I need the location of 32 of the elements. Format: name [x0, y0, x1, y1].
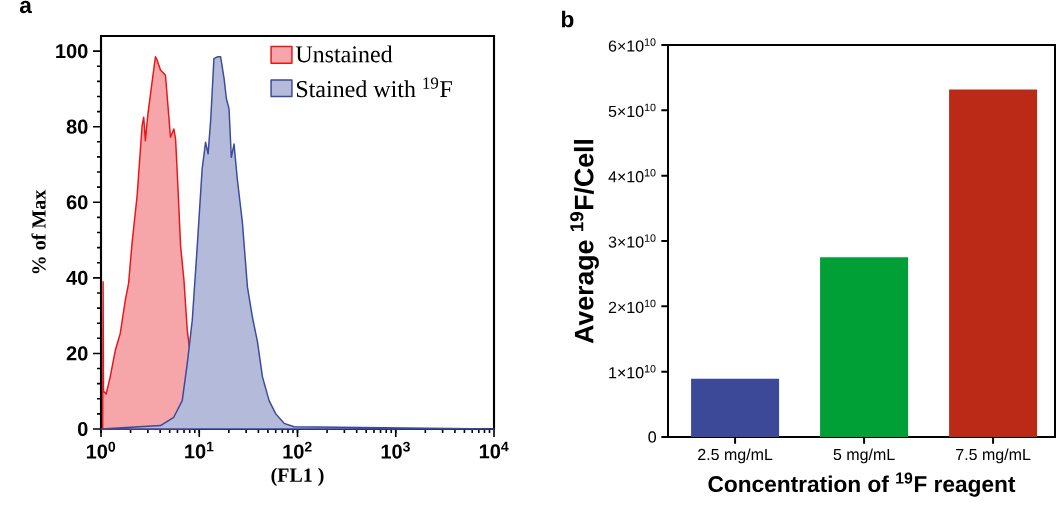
y-tick-label: 0 [77, 421, 88, 437]
y-tick-label: 80 [66, 119, 88, 134]
y-tick-label: 4×10$^{10}$ [608, 168, 656, 183]
bar [691, 378, 780, 437]
y-tick-label: 100 [56, 44, 88, 59]
y-tick-label: 40 [66, 270, 88, 285]
y-axis-title: % of Max [31, 189, 46, 274]
y-tick-label: 5×10$^{10}$ [608, 103, 656, 118]
y-tick-label: 6×10$^{10}$ [608, 38, 656, 52]
y-tick-label: 0 [648, 431, 657, 443]
x-tick-label: 10$^{3}$ [381, 441, 410, 459]
legend-label: Unstained [295, 45, 393, 63]
text: b [561, 10, 574, 28]
x-tick-label: 2.5 mg/mL [698, 448, 773, 464]
y-tick-label: 3×10$^{10}$ [608, 234, 656, 248]
text: a [19, 0, 33, 14]
x-tick-label: 5 mg/mL [833, 448, 895, 464]
x-tick-label: 10$^{4}$ [479, 441, 509, 459]
y-tick-label: 1×10$^{10}$ [609, 364, 656, 379]
x-tick-label: 10$^{0}$ [86, 441, 116, 459]
x-tick-label: 10$^{1}$ [185, 441, 214, 459]
x-tick-label: 10$^{2}$ [283, 441, 312, 459]
bar [820, 257, 909, 437]
y-axis-title: Average $^{19}$F/Cell [570, 140, 599, 344]
y-tick-label: 2×10$^{10}$ [608, 299, 656, 314]
bar [949, 89, 1038, 437]
legend-label: Stained with $^{19}$F [296, 77, 452, 98]
x-tick-label: 7.5 mg/mL [956, 448, 1031, 464]
x-axis-title: Concentration of $^{19}$F reagent [708, 472, 1016, 497]
x-axis-title: (FL1 ) [271, 467, 324, 486]
y-tick-label: 20 [66, 346, 88, 361]
y-tick-label: 60 [66, 195, 88, 210]
